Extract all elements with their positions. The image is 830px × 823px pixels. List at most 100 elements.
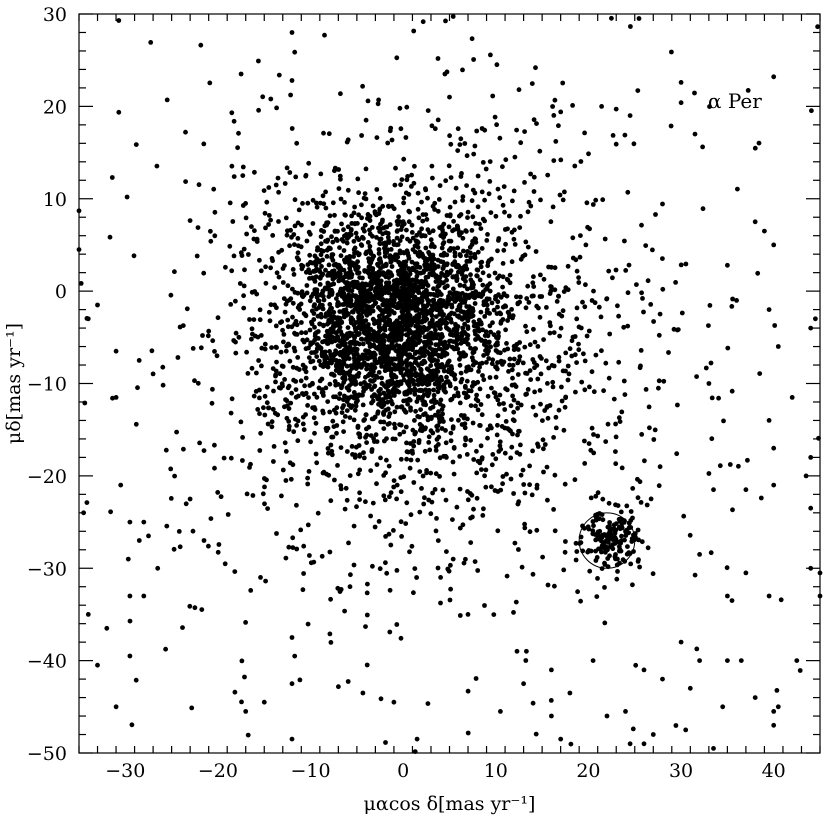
scatter-point — [600, 197, 606, 203]
scatter-point — [617, 419, 623, 424]
scatter-point — [410, 450, 415, 456]
scatter-point — [446, 298, 452, 304]
scatter-point — [282, 440, 288, 446]
scatter-point — [530, 404, 536, 410]
scatter-point — [460, 198, 465, 203]
scatter-point — [249, 326, 255, 332]
scatter-point — [189, 705, 195, 711]
scatter-point — [388, 490, 394, 495]
scatter-point — [438, 575, 443, 580]
scatter-point — [483, 298, 489, 304]
scatter-point — [479, 189, 485, 195]
scatter-point — [775, 344, 781, 349]
scatter-point — [127, 653, 133, 659]
scatter-point — [279, 319, 285, 325]
scatter-point — [511, 236, 517, 242]
scatter-point — [327, 302, 333, 307]
scatter-point — [233, 350, 239, 356]
scatter-point — [443, 304, 449, 310]
scatter-point — [207, 80, 213, 86]
scatter-point — [504, 341, 509, 346]
scatter-point — [344, 449, 350, 454]
scatter-point — [319, 349, 325, 355]
scatter-point — [387, 494, 392, 500]
scatter-point — [124, 194, 130, 200]
scatter-point — [402, 277, 408, 283]
scatter-point — [706, 323, 711, 328]
scatter-point — [278, 385, 283, 391]
scatter-point — [725, 345, 731, 351]
scatter-point — [383, 740, 388, 745]
scatter-point — [451, 393, 457, 399]
scatter-point — [623, 268, 629, 273]
scatter-point — [315, 313, 321, 319]
scatter-point — [448, 438, 454, 444]
scatter-point — [447, 212, 453, 218]
scatter-point — [421, 412, 426, 418]
scatter-point — [177, 544, 183, 550]
scatter-point — [347, 584, 353, 590]
scatter-point — [194, 253, 200, 259]
scatter-point — [417, 338, 423, 344]
scatter-point — [250, 493, 256, 498]
scatter-point — [679, 310, 685, 316]
scatter-point — [491, 612, 497, 617]
scatter-point — [325, 399, 331, 404]
scatter-point — [590, 528, 596, 534]
scatter-point — [523, 392, 529, 397]
scatter-point — [517, 354, 523, 359]
scatter-point — [300, 421, 306, 427]
scatter-point — [446, 358, 452, 364]
scatter-point — [551, 330, 557, 335]
scatter-point — [593, 537, 599, 543]
scatter-point — [195, 225, 201, 231]
scatter-point — [408, 457, 414, 463]
scatter-point — [630, 486, 636, 491]
scatter-point — [385, 140, 391, 146]
scatter-point — [531, 360, 537, 365]
scatter-point — [478, 294, 484, 299]
scatter-point — [492, 390, 498, 396]
scatter-point — [484, 238, 490, 243]
scatter-point — [725, 658, 730, 663]
scatter-point — [430, 347, 435, 353]
scatter-point — [383, 321, 389, 327]
scatter-point — [424, 339, 430, 345]
scatter-point — [300, 201, 305, 206]
scatter-point — [416, 215, 422, 221]
scatter-point — [276, 219, 281, 224]
scatter-point — [295, 250, 301, 256]
scatter-point — [752, 219, 758, 225]
scatter-point — [401, 250, 407, 256]
scatter-point — [392, 182, 398, 188]
scatter-point — [283, 397, 288, 402]
scatter-point — [344, 497, 350, 503]
scatter-point — [488, 329, 493, 335]
scatter-point — [400, 348, 406, 353]
scatter-point — [561, 289, 567, 294]
scatter-point — [465, 318, 471, 324]
scatter-point — [378, 696, 384, 702]
scatter-point — [260, 491, 266, 497]
scatter-point — [457, 142, 463, 148]
scatter-point — [528, 203, 534, 209]
scatter-point — [440, 487, 446, 493]
scatter-point — [108, 509, 113, 515]
scatter-point — [215, 549, 221, 555]
scatter-point — [683, 727, 689, 733]
scatter-point — [401, 429, 407, 435]
scatter-point — [443, 178, 449, 184]
scatter-point — [388, 308, 394, 314]
scatter-point — [363, 624, 368, 629]
scatter-point — [283, 555, 289, 561]
scatter-point — [339, 385, 344, 391]
scatter-point — [576, 280, 582, 285]
scatter-point — [280, 467, 286, 473]
scatter-point — [274, 359, 279, 365]
scatter-point — [429, 399, 434, 404]
scatter-point — [269, 345, 274, 350]
scatter-point — [522, 490, 528, 496]
scatter-point — [325, 321, 330, 327]
scatter-point — [282, 309, 288, 315]
scatter-point — [405, 315, 410, 321]
